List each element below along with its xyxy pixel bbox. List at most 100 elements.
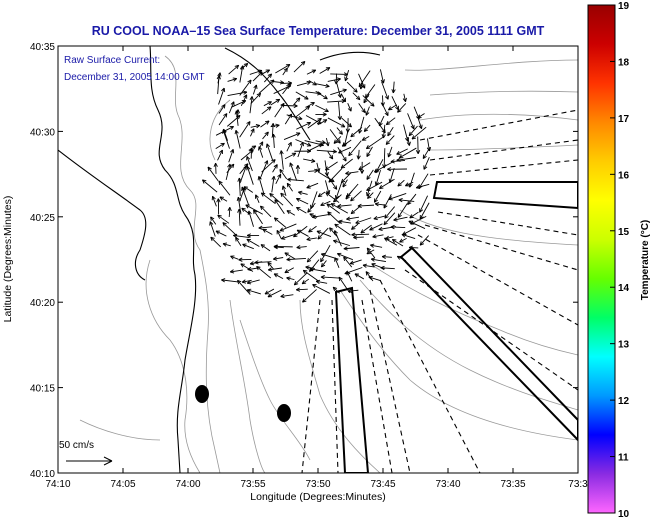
current-arrow [239,121,251,138]
current-arrow [273,244,293,249]
current-arrow [263,73,273,83]
current-arrow [325,137,330,147]
current-arrow [334,223,351,236]
current-arrow [228,101,235,114]
current-arrow [296,206,307,214]
sampling-boxes [334,181,578,473]
y-ticks: 40:35 40:30 40:25 40:20 40:15 40:10 [30,42,578,480]
current-arrow [286,141,292,152]
current-arrow [221,278,239,283]
subtitle-line1: Raw Surface Current: [64,55,160,66]
current-arrow [340,158,353,169]
x-tick-label: 73:3 [568,479,588,490]
current-arrow [366,146,373,157]
current-arrow [296,121,312,130]
current-arrow [306,236,317,242]
current-arrow [274,199,285,215]
current-arrow [417,117,423,130]
current-arrow [306,182,319,189]
current-arrow [222,242,231,247]
current-arrow [301,278,310,285]
current-arrow [243,186,254,193]
current-arrow [286,210,296,216]
current-arrow [396,255,407,262]
current-arrow [388,104,398,111]
current-arrow [215,230,227,237]
current-arrow [260,192,276,204]
current-arrow [351,232,370,237]
radial-line [361,299,393,473]
plot-area [58,46,578,473]
radial-line [331,299,339,473]
island-blob [195,385,209,403]
current-arrow [327,211,341,224]
current-arrow [409,211,419,219]
current-arrow [348,288,359,294]
current-arrow [261,69,271,75]
y-tick-label: 40:25 [30,213,55,224]
current-arrow [305,102,315,108]
current-arrow [252,84,258,95]
current-arrow [279,169,288,180]
current-arrow [317,119,328,126]
current-arrow [296,197,309,205]
current-arrow [262,228,273,235]
current-arrow [365,137,383,150]
current-arrow [286,182,293,192]
current-arrow [233,233,250,238]
current-arrow [315,112,327,117]
current-arrow [370,257,387,263]
current-arrow [209,221,216,237]
current-arrow [269,193,284,206]
current-arrow [216,75,221,95]
current-arrow [246,156,253,172]
current-arrow [271,175,276,193]
current-arrow [225,163,232,181]
current-arrow [361,135,370,141]
current-arrow [381,102,389,117]
current-arrow [329,129,341,144]
current-arrow [246,233,260,238]
current-arrow [401,233,416,240]
current-arrow [280,293,294,299]
current-arrow [397,179,405,187]
current-arrow [293,97,301,106]
current-arrow [365,106,370,116]
current-arrow [279,223,297,232]
colorbar-tick-label: 12 [618,396,630,407]
current-arrow [334,181,343,200]
current-arrow [315,83,330,88]
current-arrow [218,104,226,114]
current-arrow [302,289,317,303]
current-arrow [275,173,282,184]
colorbar-tick-label: 13 [618,340,630,351]
current-arrow [338,276,351,294]
current-arrow [378,115,385,127]
radial-line [429,139,578,161]
current-arrow [259,205,272,218]
current-arrow [422,147,431,159]
current-arrow [270,123,280,128]
current-arrow [348,140,362,157]
current-arrow [284,152,297,160]
current-arrow [275,64,291,74]
current-arrow [240,94,248,107]
current-arrow [397,103,407,113]
current-arrow [258,146,264,158]
current-arrow [272,164,278,173]
current-arrow [281,185,287,197]
current-arrow [237,208,242,226]
current-arrow [399,237,407,243]
current-arrow [229,269,243,274]
current-arrow [316,149,337,154]
y-tick-label: 40:10 [30,469,55,480]
current-arrow [417,113,425,119]
current-arrow [327,117,346,128]
current-arrow [267,261,275,270]
current-arrow [336,127,343,135]
x-tick-label: 74:00 [175,479,200,490]
current-arrow [387,167,407,172]
current-arrow [338,146,352,154]
current-arrow [328,168,343,183]
current-arrow [329,227,338,237]
